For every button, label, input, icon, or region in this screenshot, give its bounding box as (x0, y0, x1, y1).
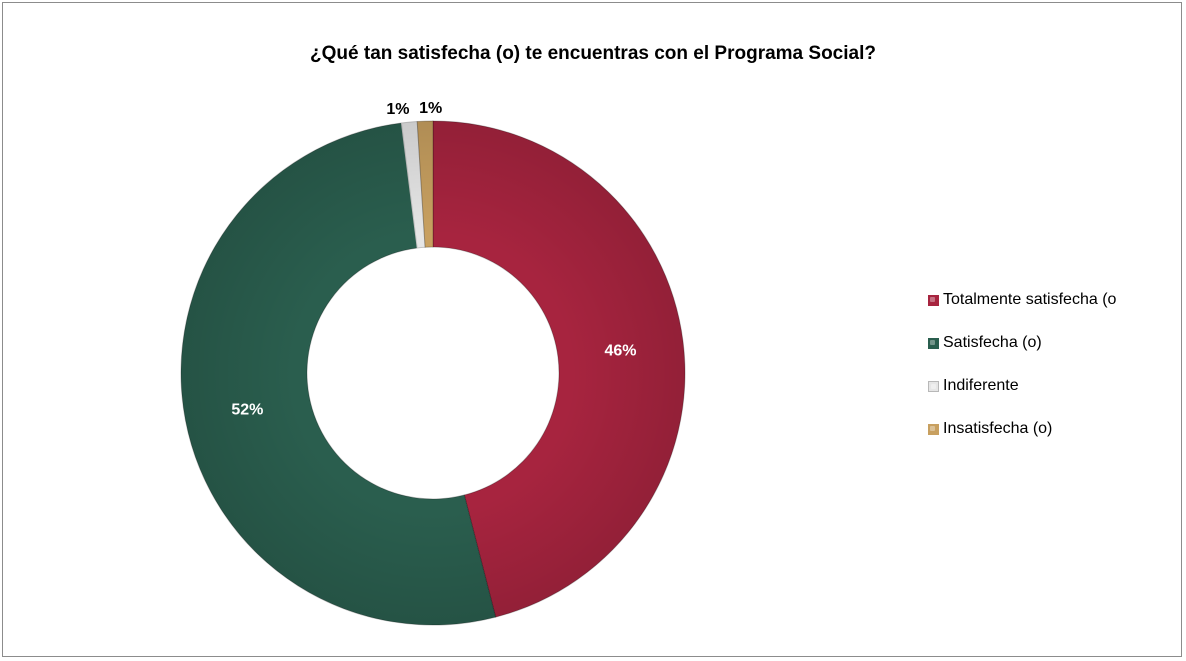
data-label-totalmente-satisfecha: 46% (604, 342, 636, 359)
legend-item-satisfecha: Satisfecha (o) (928, 333, 1116, 353)
data-label-satisfecha: 52% (231, 401, 263, 418)
legend: Totalmente satisfecha (o Satisfecha (o) … (928, 290, 1116, 462)
legend-item-insatisfecha: Insatisfecha (o) (928, 419, 1116, 439)
legend-item-totalmente-satisfecha: Totalmente satisfecha (o (928, 290, 1116, 310)
chart-title: ¿Qué tan satisfecha (o) te encuentras co… (310, 43, 876, 64)
legend-label: Satisfecha (o) (943, 334, 1042, 351)
legend-label: Indiferente (943, 377, 1019, 394)
data-label-insatisfecha: 1% (419, 100, 442, 117)
legend-swatch (928, 294, 939, 306)
legend-item-indiferente: Indiferente (928, 376, 1116, 396)
legend-label: Insatisfecha (o) (943, 420, 1053, 437)
legend-label: Totalmente satisfecha (o (943, 291, 1117, 308)
legend-swatch (928, 380, 939, 392)
legend-swatch (928, 423, 939, 435)
legend-swatch (928, 337, 939, 349)
data-label-indiferente: 1% (386, 101, 409, 118)
